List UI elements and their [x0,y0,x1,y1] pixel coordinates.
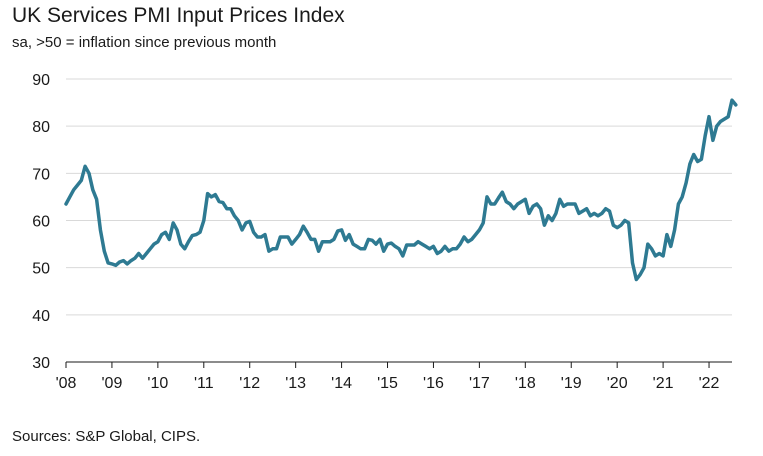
chart-subtitle: sa, >50 = inflation since previous month [12,34,277,51]
x-tick-label: '17 [469,375,490,392]
series-line-0 [64,98,738,282]
x-tick-label: '18 [515,375,536,392]
x-tick-label: '14 [331,375,352,392]
x-tick-label: '20 [607,375,628,392]
x-tick-label: '08 [56,375,77,392]
x-tick-label: '22 [699,375,720,392]
x-tick-label: '09 [102,375,123,392]
y-tick-label: 40 [32,308,50,325]
x-tick-label: '15 [377,375,398,392]
y-axis-tick-labels: 30 40 50 60 70 80 90 [32,72,50,372]
series-layer [64,98,738,282]
y-tick-label: 50 [32,261,50,278]
x-tick-label: '10 [147,375,168,392]
y-tick-label: 30 [32,355,50,372]
gridlines [66,78,732,316]
y-tick-label: 80 [32,119,50,136]
y-tick-label: 70 [32,166,50,183]
x-tick-label: '12 [239,375,260,392]
x-tick-label: '11 [194,375,214,392]
x-tick-label: '21 [653,375,674,392]
y-tick-label: 60 [32,214,50,231]
chart-title: UK Services PMI Input Prices Index [12,4,345,27]
x-tick-label: '19 [561,375,582,392]
x-axis: '08 '09 '10 '11 '12 '13 '14 '15 '16 '17 '18 '19 '20 '… [56,361,732,392]
chart-source: Sources: S&P Global, CIPS. [12,428,201,445]
y-tick-label: 90 [32,72,50,89]
x-tick-label: '13 [285,375,306,392]
x-tick-label: '16 [423,375,444,392]
